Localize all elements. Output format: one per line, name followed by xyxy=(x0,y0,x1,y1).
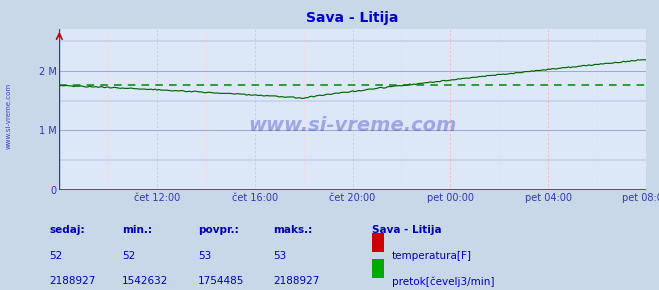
Text: sedaj:: sedaj: xyxy=(49,225,85,235)
Text: 53: 53 xyxy=(273,251,287,261)
Text: www.si-vreme.com: www.si-vreme.com xyxy=(248,116,457,135)
Title: Sava - Litija: Sava - Litija xyxy=(306,11,399,25)
Text: 2188927: 2188927 xyxy=(49,276,96,286)
Text: povpr.:: povpr.: xyxy=(198,225,239,235)
Text: min.:: min.: xyxy=(122,225,152,235)
Text: 53: 53 xyxy=(198,251,211,261)
Text: Sava - Litija: Sava - Litija xyxy=(372,225,442,235)
Text: maks.:: maks.: xyxy=(273,225,313,235)
Text: pretok[čevelj3/min]: pretok[čevelj3/min] xyxy=(392,276,495,287)
Text: 52: 52 xyxy=(49,251,63,261)
Text: 2188927: 2188927 xyxy=(273,276,320,286)
Text: 1754485: 1754485 xyxy=(198,276,244,286)
Text: temperatura[F]: temperatura[F] xyxy=(392,251,472,261)
Text: 1542632: 1542632 xyxy=(122,276,168,286)
Text: 52: 52 xyxy=(122,251,135,261)
Text: www.si-vreme.com: www.si-vreme.com xyxy=(5,83,11,149)
